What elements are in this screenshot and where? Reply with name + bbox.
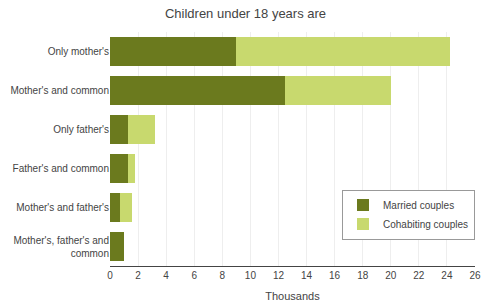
svg-text:22: 22 bbox=[413, 270, 425, 281]
svg-text:Children under 18 years are: Children under 18 years are bbox=[165, 6, 326, 21]
svg-text:6: 6 bbox=[191, 270, 197, 281]
svg-text:Mother's and father's: Mother's and father's bbox=[16, 202, 109, 213]
svg-text:26: 26 bbox=[469, 270, 481, 281]
svg-text:Cohabiting couples: Cohabiting couples bbox=[383, 219, 468, 230]
svg-text:2: 2 bbox=[135, 270, 141, 281]
svg-text:24: 24 bbox=[441, 270, 453, 281]
svg-text:Thousands: Thousands bbox=[265, 290, 320, 302]
svg-text:Father's and common: Father's and common bbox=[13, 163, 109, 174]
svg-text:Mother's and common: Mother's and common bbox=[10, 85, 109, 96]
svg-text:4: 4 bbox=[163, 270, 169, 281]
svg-text:0: 0 bbox=[107, 270, 113, 281]
svg-text:Only father's: Only father's bbox=[53, 124, 109, 135]
svg-text:Married couples: Married couples bbox=[383, 200, 454, 211]
svg-text:Only mother's: Only mother's bbox=[48, 46, 109, 57]
svg-text:14: 14 bbox=[301, 270, 313, 281]
svg-text:10: 10 bbox=[245, 270, 257, 281]
svg-text:18: 18 bbox=[357, 270, 369, 281]
svg-text:16: 16 bbox=[329, 270, 341, 281]
svg-text:12: 12 bbox=[273, 270, 285, 281]
svg-text:8: 8 bbox=[220, 270, 226, 281]
svg-text:20: 20 bbox=[385, 270, 397, 281]
svg-text:Mother's, father's andcommon: Mother's, father's andcommon bbox=[13, 235, 109, 259]
